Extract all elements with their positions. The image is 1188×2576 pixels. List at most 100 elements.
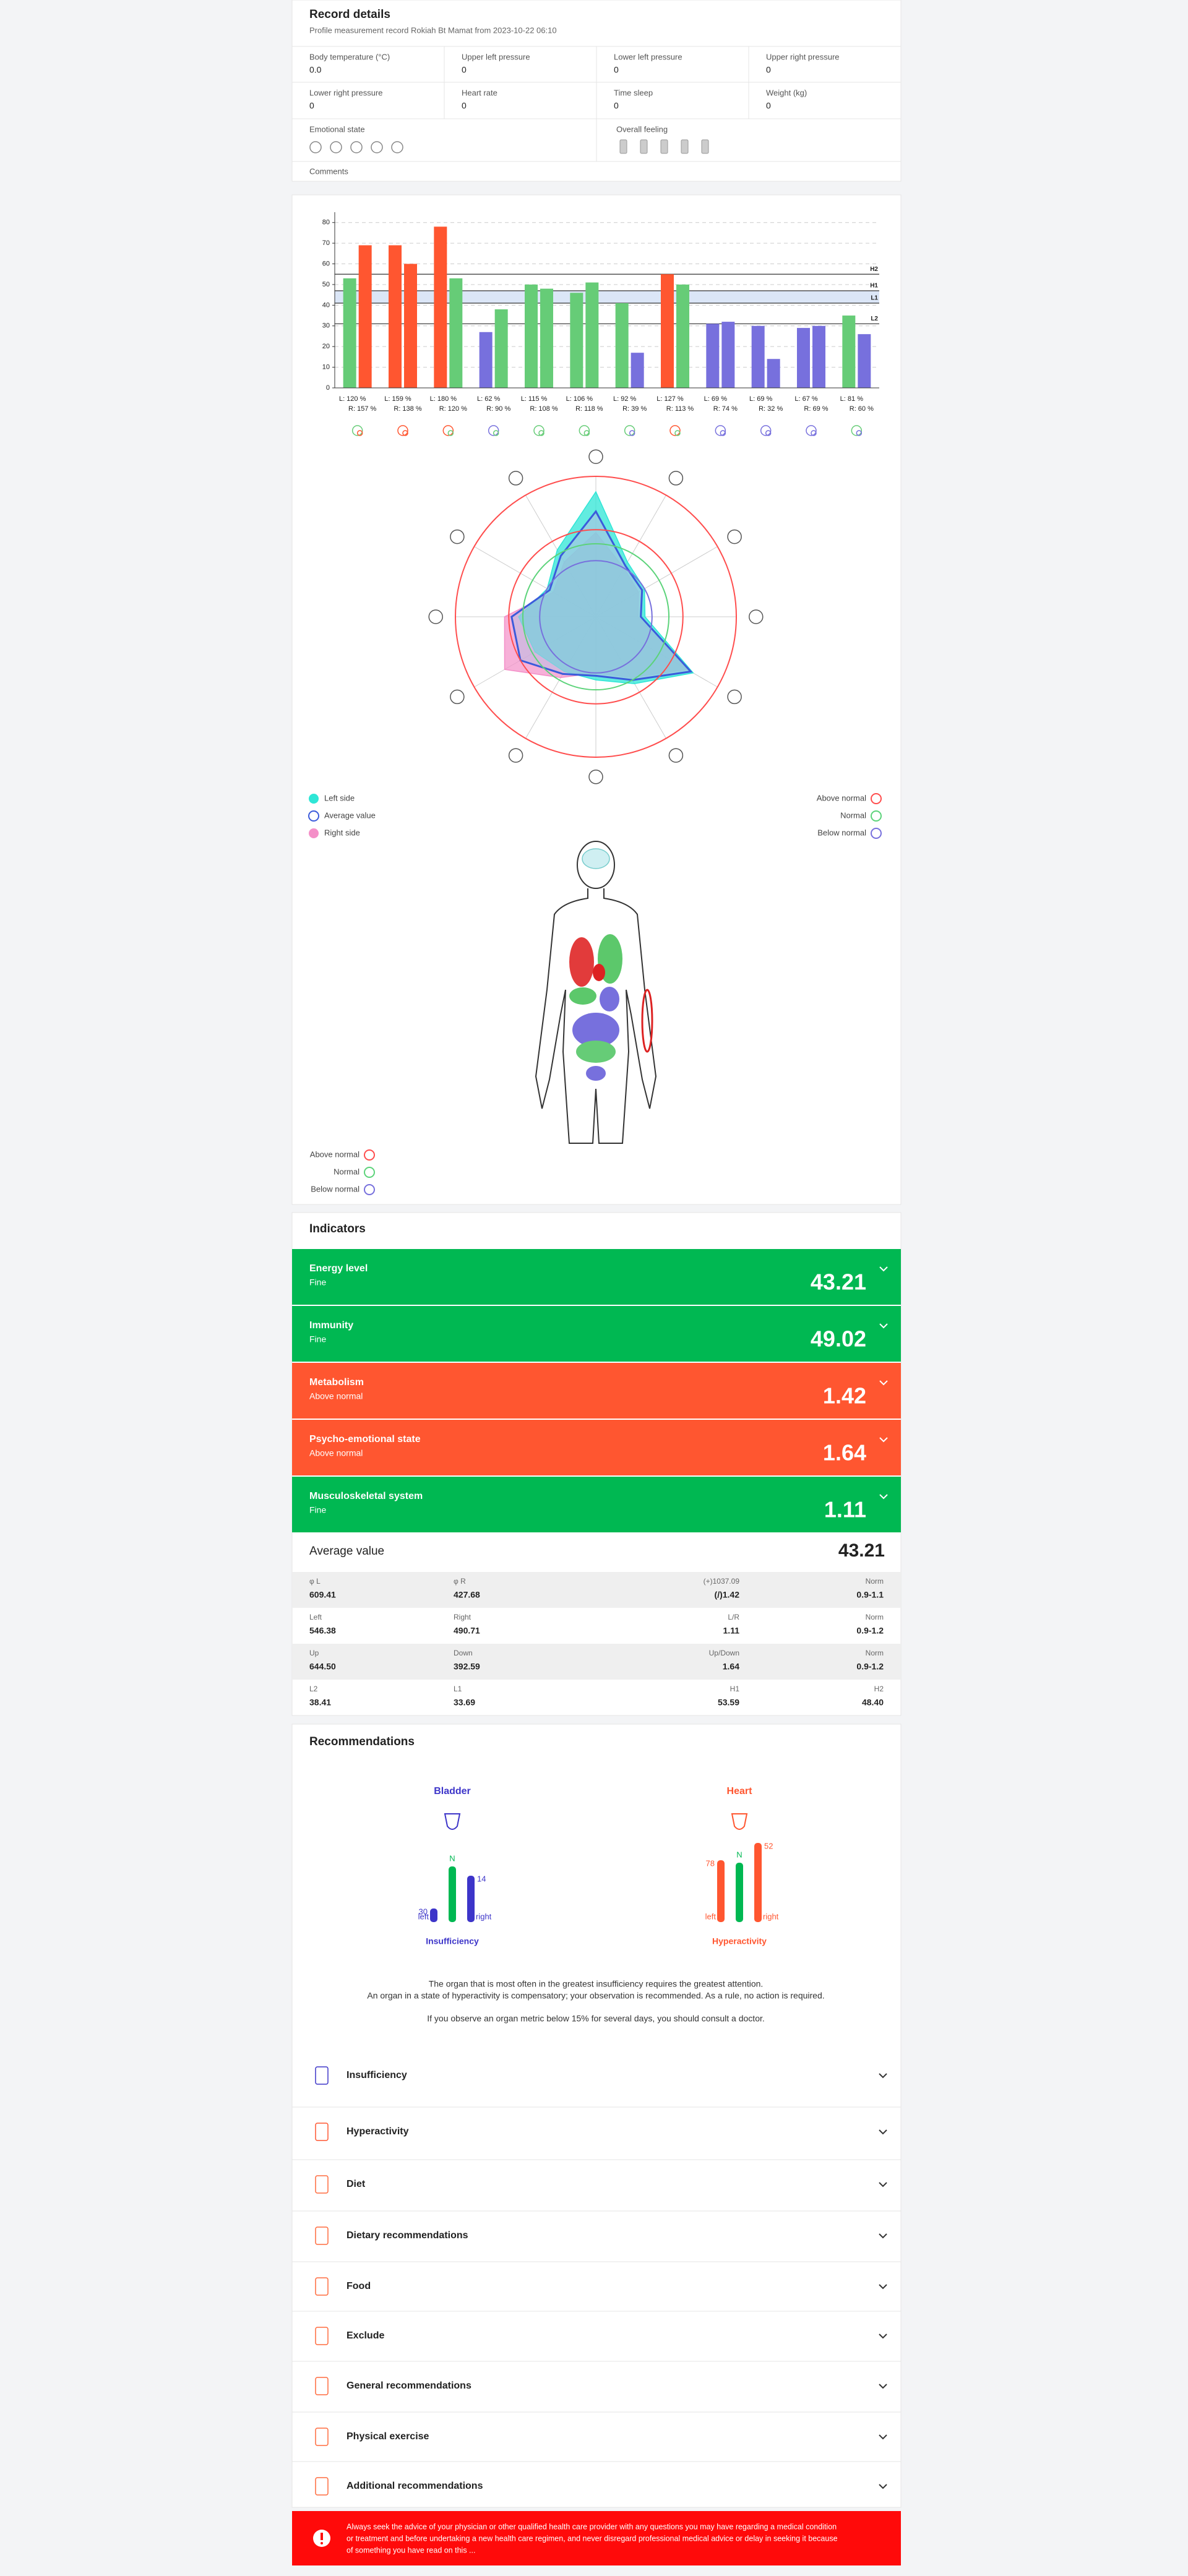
bar — [676, 284, 689, 388]
chevron[interactable] — [879, 1380, 888, 1386]
indicator-status: Above normal — [309, 1448, 363, 1458]
field-label: Overall feeling — [616, 124, 668, 134]
chevron[interactable] — [879, 2484, 887, 2489]
chevron[interactable] — [879, 2073, 887, 2079]
indicator-row[interactable] — [292, 1477, 901, 1532]
legend-marker — [364, 1149, 375, 1161]
section-icon — [315, 2123, 329, 2141]
emotion-icon[interactable] — [350, 141, 363, 153]
indicator-row[interactable] — [292, 1363, 901, 1419]
note: An organ in a state of hyperactivity is … — [367, 1991, 824, 2001]
table-value: 33.69 — [454, 1698, 475, 1707]
organ-title: Heart — [727, 1786, 753, 1797]
bladder — [586, 1066, 606, 1081]
organ-icon — [588, 449, 603, 464]
bar — [615, 303, 629, 388]
section-hit[interactable] — [292, 2161, 901, 2208]
feeling-icon[interactable] — [619, 139, 627, 154]
emotion-icon[interactable] — [309, 141, 322, 153]
feeling-icon[interactable] — [681, 139, 689, 154]
indicator-row[interactable] — [292, 1420, 901, 1475]
field-value: 0 — [614, 65, 619, 75]
indicator-status: Above normal — [309, 1391, 363, 1401]
emotion-icon[interactable] — [391, 141, 403, 153]
table-label: Norm — [866, 1577, 884, 1586]
bar — [631, 353, 644, 388]
field-label: Emotional state — [309, 124, 365, 134]
table-label: Up/Down — [709, 1649, 739, 1657]
indicator-name: Musculoskeletal system — [309, 1491, 423, 1501]
section-hit[interactable] — [292, 2263, 901, 2310]
organ-icon-part — [629, 430, 635, 436]
section-title: Indicators — [309, 1222, 366, 1235]
bar — [449, 278, 463, 388]
y-tick-label: 60 — [322, 260, 330, 267]
field-label: Body temperature (°C) — [309, 52, 390, 61]
field-value: 0 — [766, 101, 771, 111]
organ-icon-part — [447, 430, 454, 436]
section-icon — [315, 2066, 329, 2085]
organ-icon-part — [811, 430, 817, 436]
chevron[interactable] — [879, 2233, 887, 2239]
chevron[interactable] — [879, 1437, 888, 1443]
mini-bar — [736, 1863, 743, 1922]
mini-bar — [430, 1908, 437, 1922]
field-value: 0 — [309, 101, 314, 111]
table-value: 490.71 — [454, 1626, 480, 1636]
chevron[interactable] — [879, 2129, 887, 2135]
bar — [661, 274, 674, 388]
bar — [858, 334, 871, 388]
chevron[interactable] — [879, 2434, 887, 2440]
y-tick-label: 30 — [322, 322, 330, 330]
chevron[interactable] — [879, 2384, 887, 2389]
indicator-name: Metabolism — [309, 1377, 364, 1388]
feeling-icon[interactable] — [640, 139, 648, 154]
chevron[interactable] — [879, 2333, 887, 2339]
x-tick-label: R: 157 % — [348, 405, 376, 413]
chevron[interactable] — [879, 1494, 888, 1500]
section-icon — [315, 2428, 329, 2446]
legend-label: Below normal — [311, 1184, 359, 1193]
bar — [797, 328, 810, 388]
emotion-icon[interactable] — [371, 141, 383, 153]
chevron[interactable] — [879, 2284, 887, 2290]
indicator-row[interactable] — [292, 1249, 901, 1305]
indicator-value: 1.42 — [823, 1383, 866, 1409]
section-label: Additional recommendations — [346, 2481, 483, 2491]
chevron[interactable] — [879, 1266, 888, 1272]
chevron[interactable] — [879, 1323, 888, 1329]
section-label: Diet — [346, 2179, 366, 2189]
card-title: Record details — [309, 8, 390, 21]
indicator-value: 49.02 — [811, 1326, 866, 1352]
table-label: Norm — [866, 1613, 884, 1621]
x-tick-label: L: 62 % — [477, 395, 501, 403]
feeling-icon[interactable] — [660, 139, 668, 154]
organ-icon-part — [583, 430, 590, 436]
organ-icon — [488, 425, 499, 436]
bar — [479, 332, 493, 388]
indicator-row[interactable] — [292, 1306, 901, 1362]
y-tick-label: 80 — [322, 219, 330, 226]
section-icon — [315, 2175, 329, 2194]
emotion-icon[interactable] — [330, 141, 342, 153]
section-label: Insufficiency — [346, 2070, 407, 2080]
alert-mark — [321, 2533, 323, 2540]
normal-band — [335, 290, 879, 304]
legend-label: Below normal — [817, 828, 866, 837]
organ-icon — [450, 529, 465, 544]
note: The organ that is most often in the grea… — [429, 1979, 764, 1989]
chevron[interactable] — [879, 2182, 887, 2187]
bar — [751, 325, 765, 388]
organ-icon — [624, 425, 635, 436]
feeling-icon[interactable] — [701, 139, 709, 154]
organ-status: Hyperactivity — [712, 1936, 767, 1946]
field-label: Time sleep — [614, 88, 653, 97]
bar — [570, 293, 583, 388]
table-label: φ R — [454, 1577, 466, 1586]
bar — [494, 309, 508, 388]
bar — [842, 316, 856, 388]
disclaimer: or treatment and before undertaking a ne… — [346, 2534, 838, 2543]
x-tick-label: L: 127 % — [656, 395, 684, 403]
organ-icon — [715, 425, 726, 436]
indicator-name: Immunity — [309, 1320, 353, 1331]
